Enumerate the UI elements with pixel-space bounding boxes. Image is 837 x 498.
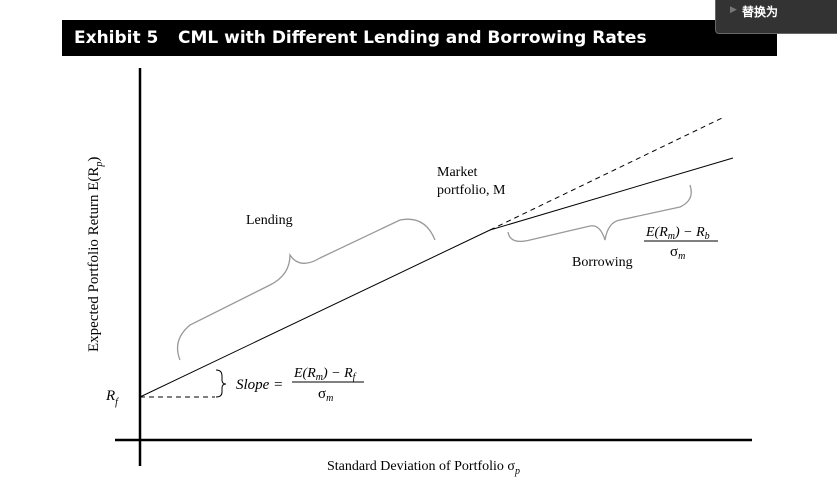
svg-text:E(Rm) − Rf: E(Rm) − Rf bbox=[293, 366, 357, 383]
exhibit-title: CML with Different Lending and Borrowing… bbox=[178, 28, 647, 48]
borrowing-brace bbox=[507, 184, 692, 243]
lending-label: Lending bbox=[246, 213, 293, 228]
extended-cml-dashed bbox=[489, 117, 723, 231]
borrowing-slope-formula: E(Rm) − Rb σm bbox=[644, 225, 718, 262]
replace-label[interactable]: 替换为 bbox=[742, 5, 779, 19]
svg-text:Slope =: Slope = bbox=[236, 377, 283, 393]
borrowing-label: Borrowing bbox=[572, 255, 633, 270]
x-axis-label: Standard Deviation of Portfolio σp bbox=[327, 459, 520, 477]
y-axis-label: Expected Portfolio Return E(Rp) bbox=[86, 157, 105, 352]
exhibit-header: Exhibit 5 CML with Different Lending and… bbox=[62, 20, 777, 56]
svg-text:E(Rm) − Rb: E(Rm) − Rb bbox=[645, 225, 710, 242]
lending-brace bbox=[176, 218, 436, 361]
borrowing-line bbox=[489, 157, 734, 231]
rf-label: Rf bbox=[105, 388, 119, 408]
svg-text:σm: σm bbox=[670, 244, 685, 262]
slope-formula: Slope = E(Rm) − Rf σm bbox=[236, 366, 364, 404]
replace-popup[interactable]: ▶ 替换为 bbox=[715, 0, 837, 34]
market-portfolio-label: Market portfolio, M bbox=[437, 165, 506, 198]
triangle-right-icon: ▶ bbox=[730, 5, 737, 15]
slope-brace bbox=[215, 369, 227, 398]
lending-line bbox=[139, 229, 491, 398]
exhibit-number: Exhibit 5 bbox=[74, 28, 159, 48]
svg-text:σm: σm bbox=[318, 386, 333, 404]
